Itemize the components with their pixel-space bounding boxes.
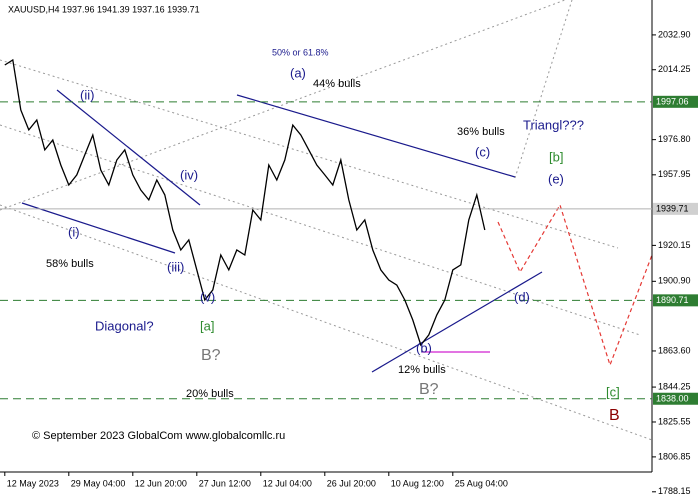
annotation: [c]: [606, 384, 620, 399]
trend-lines: [21, 89, 543, 373]
annotation: 20% bulls: [186, 388, 234, 400]
y-tick-label: 1825.55: [658, 416, 691, 426]
level-label-box: [653, 392, 698, 405]
x-tick-label: 12 Jul 04:00: [263, 478, 312, 488]
x-tick-label: 12 Jun 20:00: [135, 478, 187, 488]
x-tick-label: 10 Aug 12:00: [391, 478, 444, 488]
y-tick-label: 1863.60: [658, 345, 691, 355]
y-tick-label: 1788.15: [658, 486, 691, 496]
annotation: Triangl???: [523, 117, 584, 132]
annotation: 44% bulls: [313, 78, 361, 90]
annotation: B: [609, 407, 620, 424]
level-label-box: [653, 95, 698, 108]
annotation: (i): [68, 224, 80, 239]
annotation: 12% bulls: [398, 364, 446, 376]
annotation: 58% bulls: [46, 258, 94, 270]
level-label: 1838.00: [656, 394, 689, 404]
annotation: (v): [200, 289, 215, 304]
level-label: 1939.71: [656, 204, 689, 214]
annotation: © September 2023 GlobalCom www.globalcom…: [32, 430, 285, 442]
y-tick-label: 1976.80: [658, 134, 691, 144]
annotation: 36% bulls: [457, 126, 505, 138]
y-tick-label: 2014.25: [658, 64, 691, 74]
annotation: (iii): [167, 259, 184, 274]
annotation: (d): [514, 289, 530, 304]
level-label-box: [653, 294, 698, 307]
annotation: (e): [548, 171, 564, 186]
annotation: (ii): [80, 87, 94, 102]
annotation: B?: [419, 381, 439, 398]
annotation: [b]: [549, 149, 563, 164]
x-tick-label: 26 Jul 20:00: [327, 478, 376, 488]
chart-title: XAUUSD,H4 1937.96 1941.39 1937.16 1939.7…: [8, 4, 200, 14]
level-label: 1890.71: [656, 295, 689, 305]
x-tick-label: 12 May 2023: [7, 478, 59, 488]
annotation: [a]: [200, 318, 214, 333]
annotation: B?: [201, 347, 221, 364]
y-tick-label: 1844.25: [658, 381, 691, 391]
y-tick-label: 1806.85: [658, 451, 691, 461]
price-line: [4, 58, 486, 347]
x-tick-label: 27 Jun 12:00: [199, 478, 251, 488]
forecast-path: [497, 203, 653, 367]
annotation: Diagonal?: [95, 318, 154, 333]
level-label: 1997.06: [656, 97, 689, 107]
x-tick-label: 25 Aug 04:00: [455, 478, 508, 488]
annotation: 50% or 61.8%: [272, 47, 329, 57]
annotation: (b): [416, 340, 432, 355]
annotation: (a): [290, 65, 306, 80]
y-tick-label: 1900.90: [658, 276, 691, 286]
x-tick-label: 29 May 04:00: [71, 478, 126, 488]
annotation: (iv): [180, 167, 198, 182]
y-tick-label: 1920.15: [658, 240, 691, 250]
annotation: (c): [475, 144, 490, 159]
y-tick-label: 2032.90: [658, 29, 691, 39]
level-label-box: [653, 202, 698, 215]
y-tick-label: 1957.95: [658, 169, 691, 179]
